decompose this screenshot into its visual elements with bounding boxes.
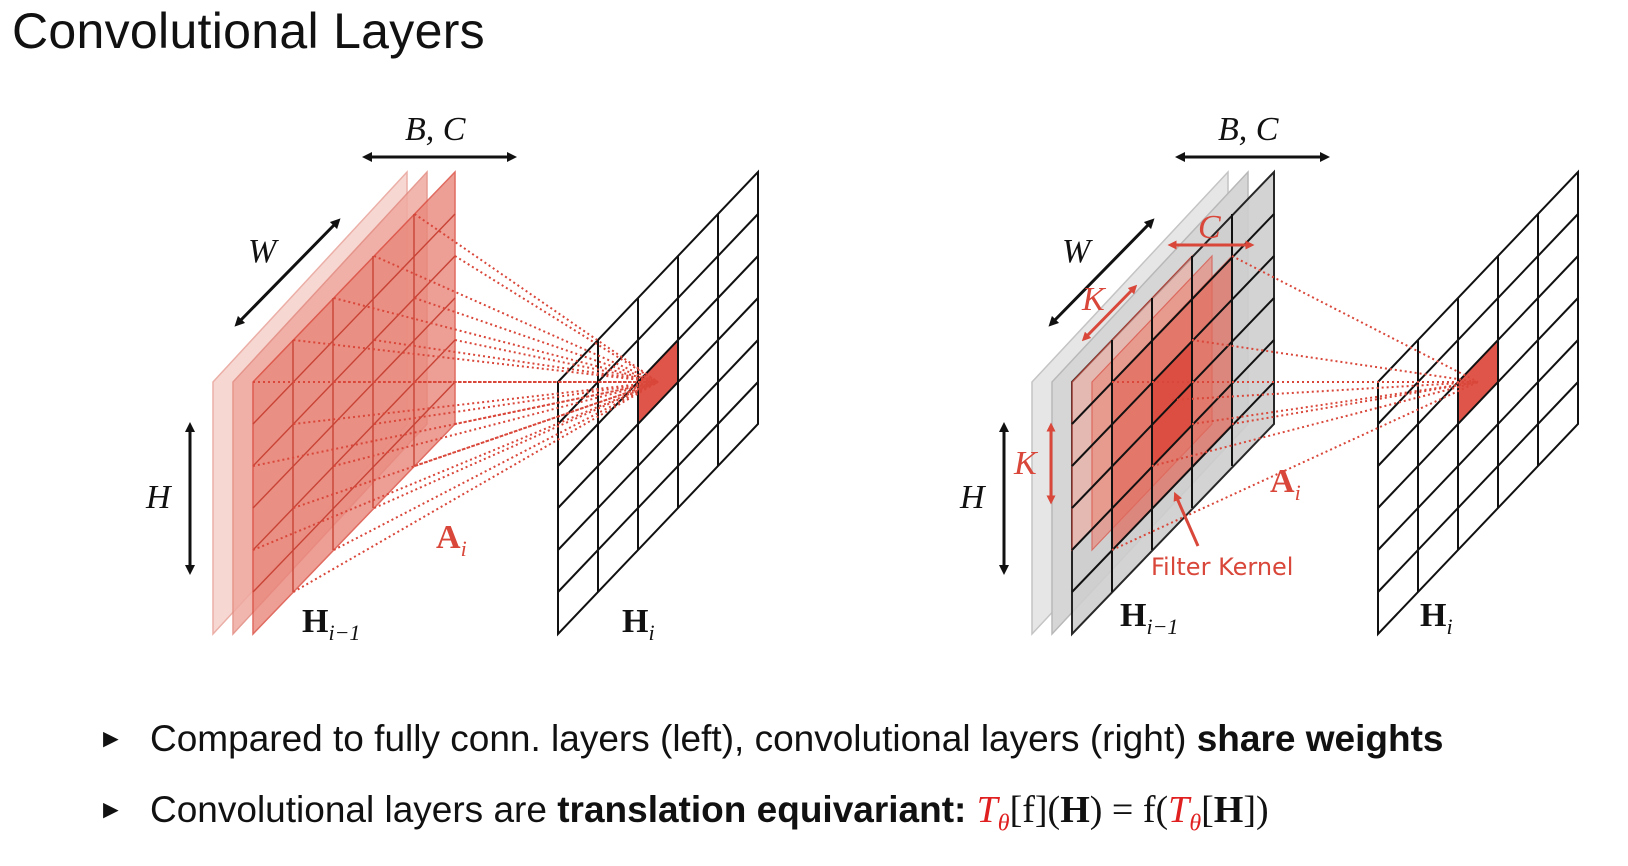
right-k-side-label: K [1013,445,1039,482]
connection-ray [1191,339,1479,383]
bullet-item-translation-equivariance: ► Convolutional layers are translation eq… [98,788,1269,838]
connection-ray [1231,255,1479,383]
bullet-2-bold: translation equivariant: [557,789,967,830]
right-w-arrow [1048,218,1155,327]
bullet-triangle-icon: ► [98,723,124,753]
connection-ray [414,213,659,383]
connection-ray [293,381,659,425]
right-diagram: B, C W H C K K Ai Filter Kernel Hi−1 Hi [959,111,1579,639]
connection-ray [333,381,659,467]
right-filter-pointer-arrow [1173,491,1200,547]
left-connection-rays [252,213,659,593]
connection-ray [373,381,659,509]
connection-ray [1151,381,1479,467]
right-w-label: W [1062,233,1093,270]
connection-ray [1171,381,1479,401]
connection-ray [292,381,659,593]
right-ai-label: Ai [1270,463,1301,505]
page-title: Convolutional Layers [12,3,485,59]
connection-ray [333,381,659,551]
left-output-grid [557,213,759,593]
bullet-1-text: Compared to fully conn. layers (left), c… [150,718,1197,759]
right-connection-rays [1111,255,1479,551]
right-output-grid [1377,213,1579,593]
right-k-top-arrow [1081,284,1138,342]
connection-ray [252,381,659,551]
bullet-1-bold: share weights [1196,718,1444,759]
left-h-label: H [145,479,173,516]
right-input-label: Hi−1 [1120,597,1178,639]
connection-ray [293,339,659,383]
right-h-label: H [959,479,987,516]
right-bc-label: B, C [1218,111,1279,148]
connection-ray [1111,381,1479,551]
left-input-label: Hi−1 [302,603,360,645]
right-output-label: Hi [1420,597,1453,639]
connection-ray [1231,381,1479,425]
bullet-triangle-icon: ► [98,794,124,824]
left-diagram: B, C W H Ai Hi−1 Hi [145,111,759,645]
left-ai-label: Ai [436,519,467,561]
connection-ray [293,381,659,509]
right-filter-kernel-label: Filter Kernel [1151,553,1293,581]
right-c-label: C [1198,209,1221,246]
left-w-label: W [248,233,279,270]
connection-ray [333,297,659,383]
left-output-label: Hi [622,603,655,645]
equivariance-equation: Tθ[f](H) = f(Tθ[H]) [976,789,1269,837]
bullet-item-shared-weights: ► Compared to fully conn. layers (left), … [98,718,1443,760]
bullet-2-text: Convolutional layers are [150,789,558,830]
left-bc-label: B, C [405,111,466,148]
left-input-grid [252,213,456,593]
left-w-arrow [234,218,341,327]
connection-ray [373,255,659,383]
connection-ray [1191,381,1479,425]
right-k-top-label: K [1081,281,1107,318]
